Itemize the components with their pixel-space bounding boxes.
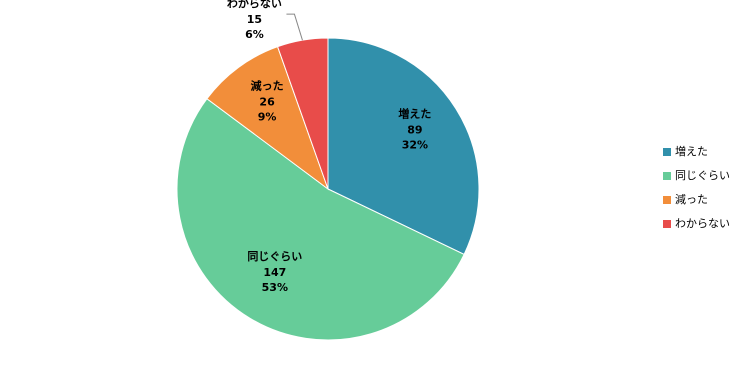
pie-slice	[276, 37, 329, 190]
legend-label: 減った	[675, 192, 708, 206]
pie-slice	[206, 46, 330, 191]
legend-label: わからない	[675, 217, 730, 230]
data-label-value: 26	[259, 95, 275, 108]
legend-swatch	[663, 148, 671, 156]
legend-label: 同じぐらい	[675, 169, 730, 182]
legend-label: 増えた	[675, 145, 708, 158]
data-label-percent: 53%	[262, 281, 288, 294]
data-label-value: 147	[263, 266, 286, 279]
legend-swatch	[663, 172, 671, 180]
data-label-name: 増えた	[398, 106, 431, 120]
leader-line	[286, 13, 303, 41]
data-label-percent: 32%	[402, 138, 428, 151]
pie-slice	[327, 37, 480, 256]
pie-slice	[176, 98, 465, 341]
legend-swatch	[663, 220, 671, 228]
data-label-value: 89	[407, 123, 422, 136]
data-label-name: わからない	[227, 0, 282, 10]
data-label-percent: 6%	[245, 28, 264, 41]
data-label-name: 同じぐらい	[247, 250, 302, 263]
data-label-name: 減った	[251, 78, 284, 92]
legend-swatch	[663, 196, 671, 204]
data-label-value: 15	[247, 13, 262, 26]
data-label-percent: 9%	[258, 110, 277, 123]
